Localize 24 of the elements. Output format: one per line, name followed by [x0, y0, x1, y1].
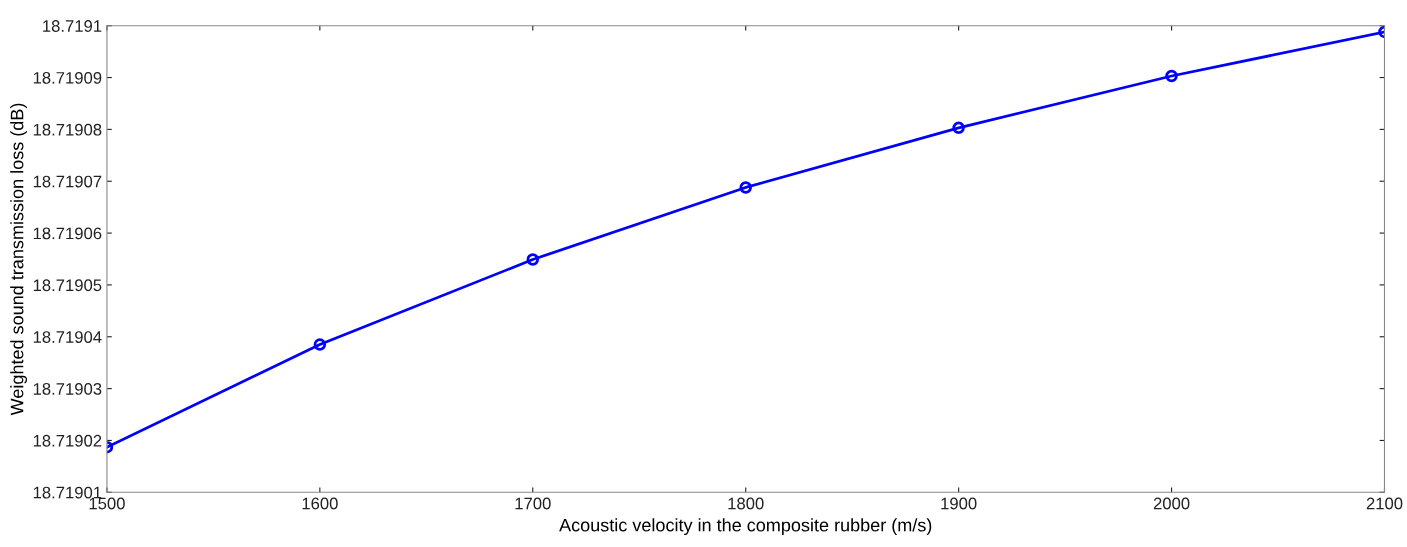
point — [1165, 69, 1178, 83]
x-tick-label: 2000 — [1153, 497, 1190, 510]
x-tick-label: 2100 — [1366, 497, 1403, 510]
x-tick-label: 1800 — [728, 497, 764, 510]
y-tick-label: 18.7191 — [43, 20, 102, 32]
y-tick-label: 18.71905 — [33, 279, 102, 292]
y-tick-label: 18.71907 — [33, 175, 102, 188]
y-tick-label: 18.71908 — [33, 123, 102, 136]
x-tick-label: 1900 — [941, 497, 977, 510]
y-tick-label: 18.71909 — [33, 71, 102, 84]
x-axis-title: Acoustic velocity in the composite rubber (m/s) — [559, 518, 932, 536]
y-tick-label: 18.71902 — [33, 434, 102, 447]
y-tick-label: 18.71906 — [33, 227, 102, 240]
x-tick-label: 1700 — [515, 497, 551, 510]
y-tick-label: 18.71903 — [33, 383, 102, 395]
y-axis-title: Weighted sound transmission loss (dB) — [10, 103, 28, 416]
point — [526, 253, 540, 266]
y-tick-label: 18.71901 — [33, 486, 102, 499]
point — [739, 181, 752, 194]
y-tick-label: 18.71904 — [33, 331, 102, 343]
x-tick-label: 1600 — [302, 497, 338, 510]
point — [952, 121, 965, 135]
x-tick-label: 1500 — [89, 497, 125, 510]
point — [313, 338, 327, 351]
